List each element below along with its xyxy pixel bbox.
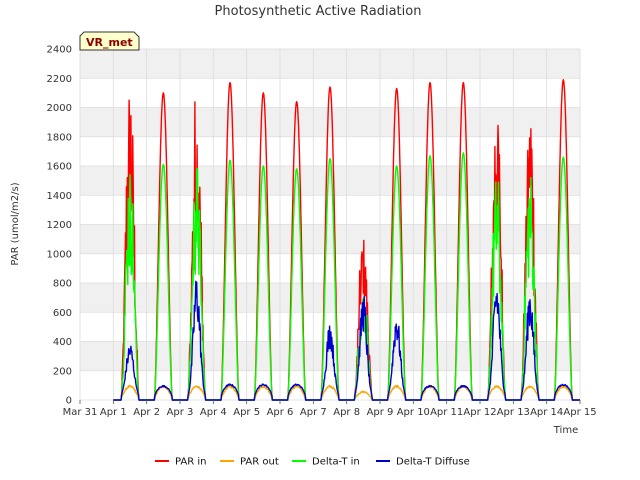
x-tick-label: Apr 11: [430, 407, 463, 418]
plot-band: [80, 283, 580, 313]
y-tick-label: 800: [53, 279, 72, 290]
plot-band: [80, 49, 580, 79]
site-badge-label: VR_met: [86, 36, 133, 49]
y-tick-label: 1000: [47, 249, 72, 260]
y-tick-label: 200: [53, 366, 72, 377]
legend-label: PAR out: [240, 457, 279, 468]
x-tick-label: Apr 14: [530, 407, 563, 418]
x-tick-label: Apr 4: [200, 407, 227, 418]
plot-band: [80, 195, 580, 225]
y-tick-label: 1400: [47, 191, 72, 202]
plot-band: [80, 107, 580, 137]
x-tick-label: Apr 6: [267, 407, 294, 418]
y-tick-label: 600: [53, 308, 72, 319]
x-tick-label: Apr 5: [233, 407, 260, 418]
plot-band: [80, 166, 580, 196]
x-tick-label: Apr 3: [167, 407, 194, 418]
plot-band: [80, 253, 580, 283]
legend-label: Delta-T in: [312, 457, 360, 468]
legend-label: PAR in: [175, 457, 206, 468]
plot-bands: [80, 49, 580, 400]
y-tick-label: 1800: [47, 132, 72, 143]
x-tick-label: Apr 8: [333, 407, 360, 418]
axes: 0 200 400 600 800 1000 1200 1400 1600 1800 2000 220…: [47, 45, 597, 419]
y-axis-title: PAR (umol/m2/s): [10, 182, 21, 265]
legend: PAR in PAR out Delta-T in Delta-T Diffuse: [155, 457, 470, 468]
x-tick-label: Apr 9: [367, 407, 394, 418]
site-badge: VR_met: [79, 31, 140, 51]
chart-title: Photosynthetic Active Radiation: [215, 4, 422, 19]
y-tick-label: 2200: [47, 74, 72, 85]
x-tick-label: Mar 31: [63, 407, 98, 418]
y-tick-label: 400: [53, 337, 72, 348]
x-tick-label: Apr 15: [563, 407, 596, 418]
y-tick-label: 2000: [47, 103, 72, 114]
y-tick-label: 0: [66, 396, 72, 407]
x-tick-label: Apr 10: [397, 407, 430, 418]
x-tick-label: Apr 13: [497, 407, 530, 418]
x-tick-label: Apr 12: [463, 407, 496, 418]
legend-label: Delta-T Diffuse: [396, 457, 470, 468]
y-tick-label: 1600: [47, 162, 72, 173]
plot-band: [80, 78, 580, 108]
x-tick-label: Apr 7: [300, 407, 327, 418]
x-axis-title: Time: [553, 425, 578, 436]
x-tick-label: Apr 1: [100, 407, 127, 418]
y-tick-label: 1200: [47, 220, 72, 231]
site-badge-box: [79, 31, 140, 51]
y-tick-label: 2400: [47, 45, 72, 56]
plot-band: [80, 224, 580, 254]
x-tick-label: Apr 2: [133, 407, 160, 418]
